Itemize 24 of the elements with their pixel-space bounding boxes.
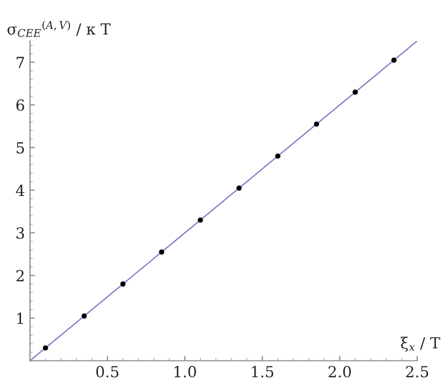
- point: [236, 185, 242, 191]
- x-tick-label: 1.0: [174, 366, 196, 378]
- y-tick-label: 7: [16, 56, 24, 68]
- point: [159, 249, 164, 255]
- y-tick-label: 6: [16, 99, 24, 111]
- x-tick-label: 1.5: [252, 366, 274, 378]
- point: [391, 58, 397, 63]
- x-tick-label: 2.5: [406, 366, 428, 378]
- point: [120, 281, 126, 287]
- y-tick-label: 4: [16, 184, 24, 196]
- x-tick-label: 2.0: [328, 366, 351, 378]
- x-axis-title: ξ$_{x}$ / T: [400, 336, 440, 352]
- x-tick-label: 0.5: [96, 366, 118, 378]
- point: [275, 153, 280, 159]
- point: [42, 345, 48, 351]
- point: [352, 90, 358, 95]
- point: [82, 313, 87, 319]
- y-tick-label: 3: [16, 227, 24, 239]
- y-tick-label: 5: [16, 142, 24, 154]
- y-axis-title: σ$_{CEE}$$^{(A,V)}$ / κ T: [8, 20, 111, 38]
- y-tick-label: 1: [17, 312, 23, 324]
- y-tick-label: 2: [16, 270, 24, 282]
- point: [314, 122, 320, 127]
- point: [198, 217, 203, 223]
